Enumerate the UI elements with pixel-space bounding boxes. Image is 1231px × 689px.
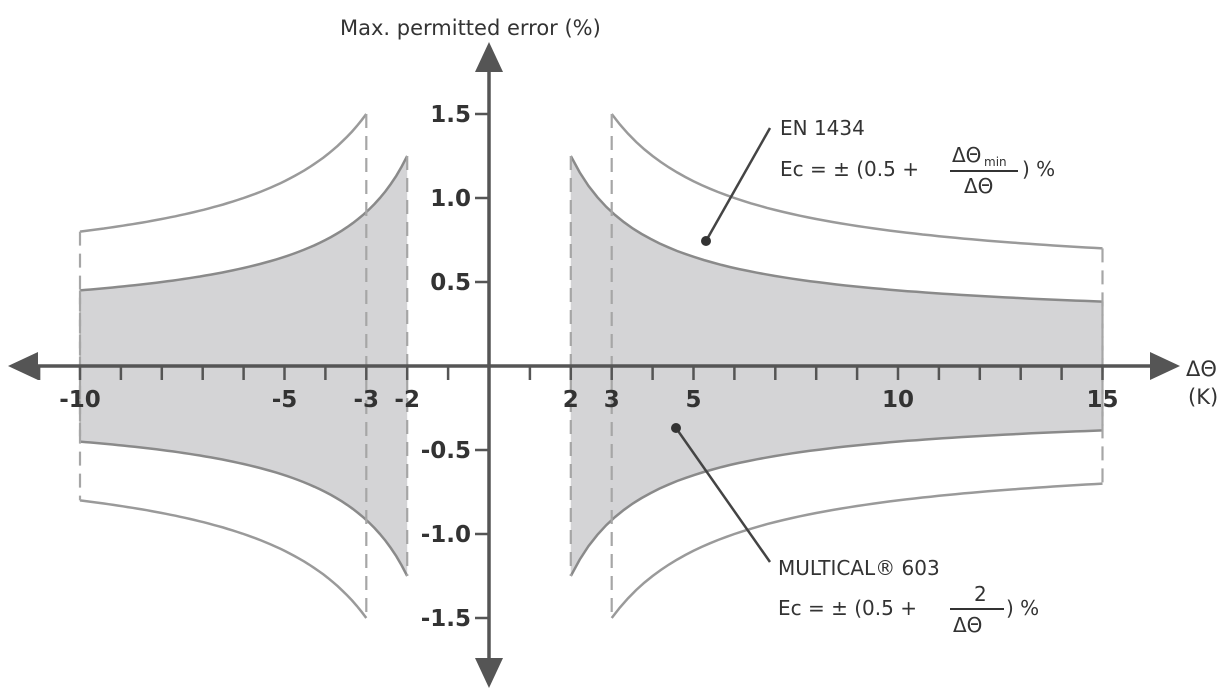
en1434-annotation: EN 1434 Ec = ± (0.5 + ΔΘ min ΔΘ ) %	[701, 116, 1055, 246]
y-tick-label--1: -1.0	[421, 522, 471, 548]
x-axis-title-symbol: ΔΘ	[1186, 357, 1217, 381]
multical-label: MULTICAL® 603	[778, 556, 940, 580]
curve-lines	[79, 113, 1103, 619]
multical-fraction-numerator: 2	[974, 582, 987, 606]
tick-marks	[37, 112, 1104, 620]
multical-lower-curve-pos	[569, 429, 1103, 577]
en1434-equation-suffix: ) %	[1022, 157, 1055, 181]
y-tick-label--0.5: -0.5	[421, 438, 471, 464]
en1434-equation-prefix: Ec = ± (0.5 +	[780, 157, 919, 181]
x-tick-label--2: -2	[394, 387, 420, 413]
y-tick-label-1.5: 1.5	[430, 102, 471, 128]
multical-lower-curve-neg	[79, 440, 409, 577]
x-tick-label-10: 10	[882, 387, 914, 413]
en1434-upper-curve-neg	[79, 113, 368, 233]
en1434-leader-line	[704, 127, 772, 242]
x-tick-label-3: 3	[604, 387, 620, 413]
y-tick-label-0.5: 0.5	[430, 270, 471, 296]
y-tick-label--1.5: -1.5	[421, 606, 471, 632]
en1434-fraction-numerator-sub: min	[984, 155, 1007, 169]
en1434-lower-curve-neg	[79, 499, 368, 619]
en1434-label: EN 1434	[780, 116, 865, 140]
multical-equation-suffix: ) %	[1006, 596, 1039, 620]
y-tick-label-1: 1.0	[430, 186, 471, 212]
en1434-leader-dot	[701, 236, 711, 246]
multical-leader-dot	[671, 423, 681, 433]
en1434-lower-curve-pos	[610, 482, 1103, 619]
x-tick-label--5: -5	[272, 387, 298, 413]
x-axis-arrow-left	[8, 352, 38, 380]
en1434-fraction-numerator: ΔΘ	[952, 143, 981, 167]
x-tick-label--3: -3	[354, 387, 380, 413]
x-axis-title-unit: (K)	[1188, 385, 1218, 409]
multical-annotation: MULTICAL® 603 Ec = ± (0.5 + 2 ΔΘ ) %	[671, 423, 1039, 637]
y-axis-arrow-down	[475, 658, 503, 688]
x-tick-label-5: 5	[685, 387, 701, 413]
multical-upper-curve-pos	[569, 155, 1103, 303]
y-axis-title: Max. permitted error (%)	[340, 16, 601, 40]
x-tick-label--10: -10	[59, 387, 101, 413]
en1434-fraction-denominator: ΔΘ	[964, 174, 993, 198]
x-tick-label-15: 15	[1086, 387, 1118, 413]
multical-equation-prefix: Ec = ± (0.5 +	[778, 596, 917, 620]
multical-upper-curve-neg	[79, 155, 409, 292]
y-axis-arrow-up	[475, 42, 503, 72]
multical-leader-line	[674, 427, 772, 563]
multical-fraction-denominator: ΔΘ	[953, 613, 982, 637]
x-tick-label-2: 2	[563, 387, 579, 413]
en1434-upper-curve-pos	[610, 113, 1103, 250]
tick-labels: -10 -5 -3 -2 2 3 5 10 151.51.00.5-0.5-1.0-1.5	[59, 102, 1118, 632]
x-axis-arrow-right	[1150, 352, 1180, 380]
axes	[8, 42, 1180, 688]
